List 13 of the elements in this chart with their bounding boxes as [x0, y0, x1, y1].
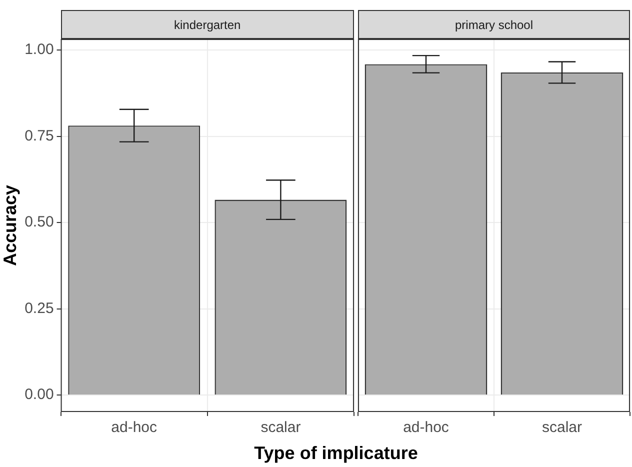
- x-tick-label: scalar: [542, 419, 582, 436]
- x-axis-title: Type of implicature: [253, 443, 419, 464]
- y-tick-label: 0.25: [24, 300, 54, 317]
- x-tick-label: ad-hoc: [403, 419, 450, 436]
- y-tick-label: 0.75: [24, 127, 54, 144]
- x-tick-label: scalar: [260, 419, 301, 436]
- chart-title: primary school: [358, 10, 630, 39]
- y-tick-label: 1.00: [24, 41, 54, 58]
- y-tick-label: 0.00: [24, 386, 54, 404]
- y-axis-title: Accuracy: [0, 184, 20, 266]
- y-tick-label: 0.50: [24, 214, 54, 231]
- chart-title: kindergarten: [60, 10, 354, 39]
- x-tick-label: ad-hoc: [111, 419, 158, 436]
